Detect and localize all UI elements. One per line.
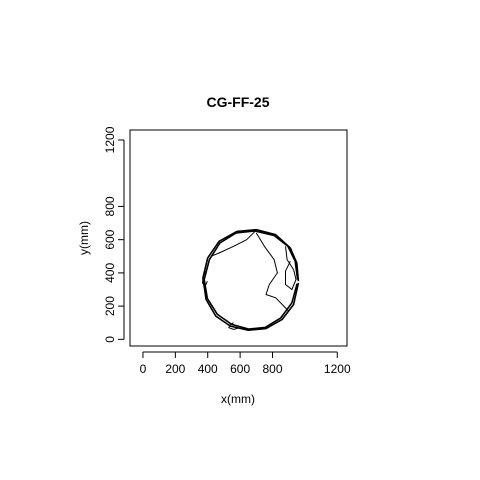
y-axis: 0 200 400 600 800 1200 (103, 126, 125, 343)
x-tick-label: 800 (262, 362, 282, 376)
trajectory-series-3 (255, 232, 290, 312)
y-tick-label: 400 (103, 263, 117, 283)
y-tick-label: 200 (103, 296, 117, 316)
y-tick-label: 1200 (103, 126, 117, 153)
x-tick-label: 1200 (324, 362, 351, 376)
trajectory-lines (202, 228, 300, 332)
y-axis-title: y(mm) (77, 221, 91, 255)
trajectory-series-1 (203, 230, 299, 330)
x-tick-label: 0 (140, 362, 147, 376)
y-tick-label: 600 (103, 229, 117, 249)
trajectory-series-6 (202, 271, 208, 287)
x-axis-title: x(mm) (221, 392, 255, 406)
trajectory-series-4 (285, 246, 297, 290)
x-axis: 0 200 400 600 800 1200 (140, 351, 351, 376)
plot-frame (129, 129, 348, 347)
trajectory-series-5 (228, 322, 241, 330)
x-tick-label: 600 (230, 362, 250, 376)
y-tick-label: 0 (103, 336, 117, 343)
y-tick-label: 800 (103, 196, 117, 216)
x-tick-label: 200 (165, 362, 185, 376)
x-tick-label: 400 (198, 362, 218, 376)
trajectory-series-2 (210, 231, 256, 257)
chart-title: CG-FF-25 (207, 94, 270, 110)
